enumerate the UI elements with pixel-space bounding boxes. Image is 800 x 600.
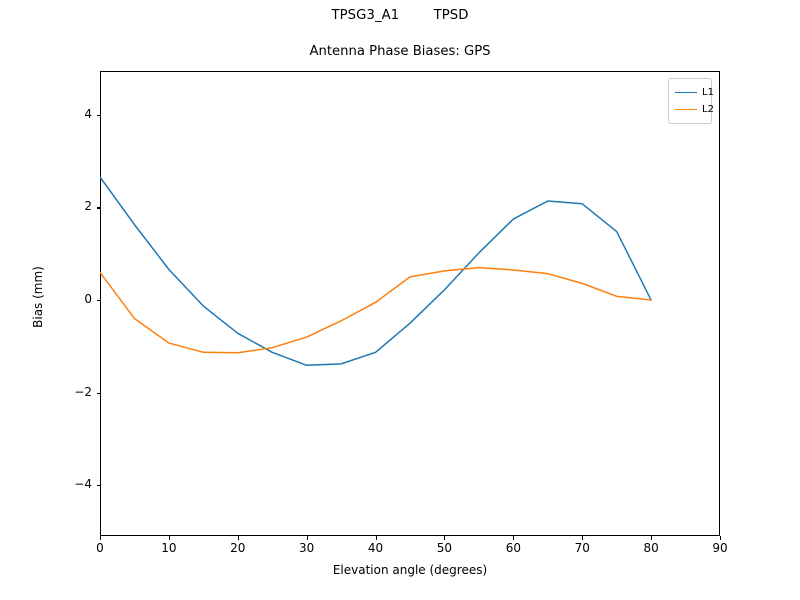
x-tick-mark bbox=[375, 536, 377, 540]
y-tick-label: 0 bbox=[84, 292, 92, 307]
x-tick-label: 60 bbox=[505, 541, 521, 555]
x-tick-label: 80 bbox=[643, 541, 659, 555]
legend-swatch-l1 bbox=[675, 92, 697, 93]
y-tick-label: 4 bbox=[84, 106, 92, 121]
data-lines-svg bbox=[100, 176, 652, 367]
series-line-l2 bbox=[100, 266, 652, 354]
x-tick-label: 90 bbox=[712, 541, 728, 555]
x-tick-label: 0 bbox=[96, 541, 104, 555]
plot-area bbox=[100, 71, 720, 536]
x-tick-mark bbox=[100, 536, 102, 540]
legend-item-l2: L2 bbox=[675, 101, 714, 118]
chart-title: Antenna Phase Biases: GPS bbox=[309, 44, 491, 59]
x-tick-mark bbox=[168, 536, 170, 540]
y-tick-mark bbox=[96, 114, 100, 116]
y-axis-label: Bias (mm) bbox=[31, 266, 45, 328]
y-tick-mark bbox=[96, 485, 100, 487]
x-tick-label: 40 bbox=[367, 541, 384, 555]
figure-suptitle: TPSG3_A1 TPSD bbox=[331, 8, 469, 23]
x-tick-label: 30 bbox=[299, 541, 315, 555]
legend-label-l1: L1 bbox=[702, 86, 714, 98]
y-tick-mark bbox=[96, 392, 100, 394]
x-tick-mark bbox=[444, 536, 446, 540]
x-tick-mark bbox=[513, 536, 515, 540]
y-tick-mark bbox=[96, 207, 100, 209]
x-tick-mark bbox=[306, 536, 308, 540]
x-tick-mark bbox=[720, 536, 722, 540]
legend-item-l1: L1 bbox=[675, 84, 714, 101]
x-tick-label: 70 bbox=[574, 541, 590, 555]
x-axis-label: Elevation angle (degrees) bbox=[332, 563, 488, 577]
legend: L1 L2 bbox=[668, 78, 714, 124]
x-tick-mark bbox=[582, 536, 584, 540]
y-tick-label: 2 bbox=[84, 199, 92, 214]
legend-swatch-l2 bbox=[675, 109, 697, 110]
series-line-l1 bbox=[100, 176, 652, 367]
y-tick-label: −2 bbox=[74, 384, 92, 399]
x-tick-label: 10 bbox=[161, 541, 177, 555]
x-tick-mark bbox=[237, 536, 239, 540]
x-tick-label: 20 bbox=[230, 541, 246, 555]
x-tick-label: 50 bbox=[436, 541, 453, 555]
y-tick-label: −4 bbox=[74, 477, 92, 492]
legend-label-l2: L2 bbox=[702, 103, 714, 115]
y-tick-mark bbox=[96, 300, 100, 302]
x-tick-mark bbox=[651, 536, 653, 540]
